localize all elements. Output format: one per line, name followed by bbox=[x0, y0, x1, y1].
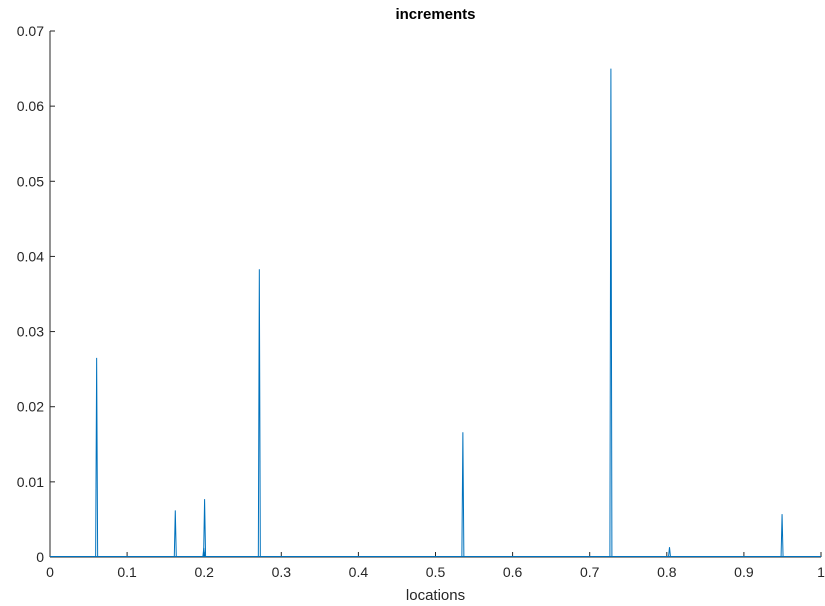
x-tick-label: 0 bbox=[46, 564, 54, 580]
data-spike bbox=[173, 510, 177, 558]
x-tick-label: 0.6 bbox=[503, 564, 523, 580]
chart-title: increments bbox=[395, 6, 475, 23]
data-spike bbox=[257, 269, 261, 558]
data-spike bbox=[780, 514, 784, 558]
x-tick-label: 0.2 bbox=[194, 564, 214, 580]
y-tick-label: 0 bbox=[36, 549, 44, 565]
x-tick-label: 0.1 bbox=[117, 564, 137, 580]
x-axis-ticks: 0 0.1 0.2 0.3 0.4 0.5 0.6 0.7 0.8 0.9 1 bbox=[46, 552, 825, 580]
y-tick-label: 0.04 bbox=[17, 248, 44, 264]
data-spike bbox=[461, 432, 465, 558]
data-spike bbox=[95, 357, 99, 558]
plot-area: 0 0.1 0.2 0.3 0.4 0.5 0.6 0.7 0.8 0.9 1 00.010.020… bbox=[17, 23, 825, 580]
x-axis-label: locations bbox=[406, 587, 465, 604]
y-axis-ticks: 0 0.01 0.02 0.03 0.04 0.05 0.06 0.07 bbox=[17, 23, 55, 565]
x-tick-label: 0.3 bbox=[272, 564, 292, 580]
x-tick-label: 0.7 bbox=[580, 564, 600, 580]
data-spike bbox=[609, 68, 613, 558]
x-tick-label: 0.9 bbox=[734, 564, 754, 580]
y-tick-label: 0.06 bbox=[17, 98, 44, 114]
data-spike bbox=[202, 547, 206, 558]
data-spike bbox=[203, 499, 207, 558]
series-layer bbox=[50, 68, 821, 558]
y-tick-label: 0.03 bbox=[17, 324, 44, 340]
x-tick-label: 1 bbox=[817, 564, 825, 580]
y-tick-label: 0.01 bbox=[17, 474, 44, 490]
x-tick-label: 0.5 bbox=[426, 564, 446, 580]
x-tick-label: 0.8 bbox=[657, 564, 677, 580]
data-spike bbox=[668, 547, 671, 558]
y-tick-label: 0.07 bbox=[17, 23, 44, 39]
y-tick-label: 0.02 bbox=[17, 399, 44, 415]
y-tick-label: 0.05 bbox=[17, 173, 44, 189]
x-tick-label: 0.4 bbox=[349, 564, 369, 580]
